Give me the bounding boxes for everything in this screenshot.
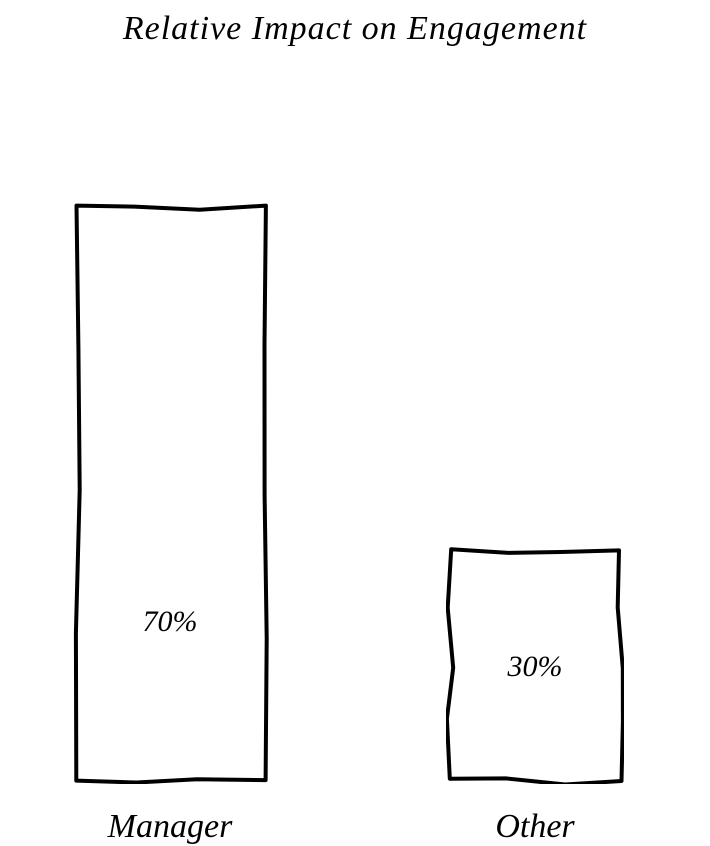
chart-container: Relative Impact on Engagement 70%Manager… xyxy=(0,0,710,845)
bar-value-label: 70% xyxy=(45,605,295,639)
bar-value-label: 30% xyxy=(410,650,660,684)
bar-manager: 70%Manager xyxy=(45,100,295,780)
bar-category-label: Manager xyxy=(45,808,295,846)
bar-category-label: Other xyxy=(410,808,660,846)
chart-title: Relative Impact on Engagement xyxy=(0,10,710,48)
bar-shape xyxy=(71,201,269,784)
bar-other: 30%Other xyxy=(410,100,660,780)
chart-plot-area: 70%Manager 30%Other xyxy=(0,100,710,780)
